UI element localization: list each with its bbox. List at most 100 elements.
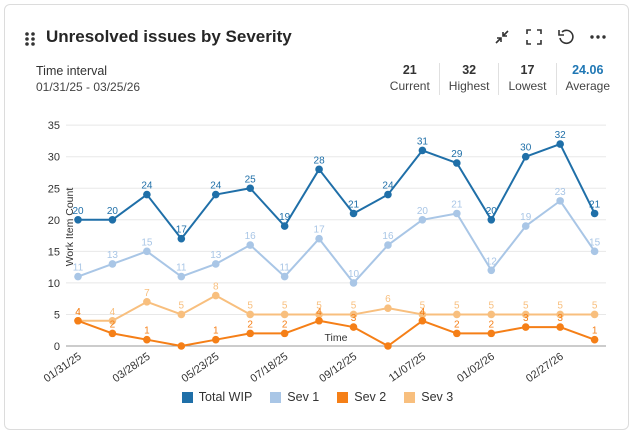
data-label-total-wip: 21 bbox=[348, 199, 360, 210]
data-label-total-wip: 20 bbox=[72, 206, 84, 217]
data-label-sev-3: 5 bbox=[282, 300, 288, 311]
legend-item-sev-3[interactable]: Sev 3 bbox=[404, 390, 453, 404]
legend-label: Total WIP bbox=[198, 390, 253, 404]
series-line-total-wip bbox=[78, 143, 596, 240]
stat-highest: 32 Highest bbox=[438, 63, 499, 95]
legend-label: Sev 1 bbox=[287, 390, 320, 404]
data-label-sev-3: 5 bbox=[420, 300, 426, 311]
data-point-sev-1 bbox=[177, 272, 186, 281]
y-tick-label: 15 bbox=[48, 246, 60, 258]
x-tick-label: 09/12/25 bbox=[317, 351, 359, 385]
data-point-sev-1 bbox=[487, 266, 496, 275]
data-label-sev-2: 2 bbox=[282, 319, 288, 330]
x-tick-label: 11/07/25 bbox=[387, 351, 428, 385]
data-point-total-wip bbox=[143, 190, 151, 199]
collapse-arrows-icon[interactable] bbox=[492, 27, 512, 47]
data-label-sev-1: 12 bbox=[486, 256, 498, 267]
data-label-sev-3: 6 bbox=[385, 294, 391, 305]
y-tick-label: 25 bbox=[48, 183, 60, 195]
y-tick-label: 30 bbox=[48, 152, 60, 164]
legend-swatch bbox=[337, 391, 349, 403]
y-tick-label: 0 bbox=[54, 341, 60, 353]
stat-label: Average bbox=[565, 79, 610, 93]
data-point-total-wip bbox=[590, 209, 599, 218]
stat-label: Current bbox=[389, 79, 430, 93]
x-tick-label: 07/18/25 bbox=[248, 351, 290, 385]
data-label-sev-3: 5 bbox=[351, 300, 357, 311]
time-interval-range[interactable]: 01/31/25 - 03/25/26 bbox=[36, 80, 141, 94]
data-label-sev-3: 5 bbox=[454, 300, 460, 311]
data-label-sev-3: 5 bbox=[523, 300, 529, 311]
data-point-sev-3 bbox=[521, 310, 530, 319]
data-point-sev-1 bbox=[521, 222, 530, 230]
data-point-total-wip bbox=[74, 216, 82, 224]
x-tick-label: 02/27/26 bbox=[524, 351, 566, 385]
data-point-sev-1 bbox=[453, 209, 461, 218]
data-point-sev-3 bbox=[315, 310, 323, 319]
data-label-total-wip: 20 bbox=[486, 206, 498, 217]
data-label-sev-2: 4 bbox=[316, 307, 322, 318]
data-point-sev-2 bbox=[384, 342, 392, 350]
legend-item-total-wip[interactable]: Total WIP bbox=[181, 390, 253, 404]
stat-label: Highest bbox=[448, 79, 490, 93]
data-point-sev-2 bbox=[556, 323, 564, 331]
data-point-sev-1 bbox=[143, 247, 151, 256]
data-label-total-wip: 21 bbox=[589, 199, 601, 210]
data-point-sev-3 bbox=[556, 310, 564, 319]
data-point-total-wip bbox=[556, 140, 564, 148]
x-tick-label: 05/23/25 bbox=[180, 351, 222, 385]
stat-value: 24.06 bbox=[572, 63, 604, 77]
stat-current: 21 Current bbox=[381, 63, 439, 95]
data-label-sev-2: 3 bbox=[557, 313, 563, 324]
data-point-sev-2 bbox=[211, 335, 220, 344]
data-point-sev-1 bbox=[280, 272, 289, 281]
data-point-sev-2 bbox=[143, 335, 151, 344]
x-tick-label: 01/31/25 bbox=[42, 351, 84, 385]
data-point-sev-2 bbox=[487, 329, 496, 338]
data-label-total-wip: 25 bbox=[245, 174, 257, 185]
data-label-total-wip: 24 bbox=[141, 181, 153, 192]
refresh-icon[interactable] bbox=[556, 27, 576, 47]
data-label-sev-2: 3 bbox=[523, 313, 529, 324]
data-label-sev-2: 2 bbox=[110, 319, 116, 330]
more-dots-icon[interactable] bbox=[588, 27, 608, 47]
fullscreen-icon[interactable] bbox=[524, 27, 544, 47]
x-tick-label: 01/02/26 bbox=[455, 351, 497, 385]
y-axis-title: Work Item Count bbox=[64, 188, 76, 267]
data-point-sev-3 bbox=[590, 310, 599, 319]
data-label-sev-3: 8 bbox=[213, 282, 219, 293]
data-point-sev-1 bbox=[211, 260, 220, 268]
data-label-sev-3: 7 bbox=[144, 288, 150, 299]
data-label-sev-2: 4 bbox=[75, 307, 81, 318]
data-point-sev-1 bbox=[418, 216, 427, 224]
stat-value: 32 bbox=[462, 63, 477, 77]
data-label-total-wip: 24 bbox=[382, 181, 394, 192]
legend-item-sev-1[interactable]: Sev 1 bbox=[270, 390, 319, 404]
data-label-total-wip: 29 bbox=[451, 149, 463, 160]
data-point-sev-2 bbox=[108, 329, 117, 338]
data-label-sev-2: 1 bbox=[213, 326, 219, 337]
data-point-total-wip bbox=[349, 209, 358, 218]
data-label-sev-1: 15 bbox=[589, 237, 601, 248]
legend-item-sev-2[interactable]: Sev 2 bbox=[337, 390, 386, 404]
dashboard-card bbox=[4, 4, 629, 430]
data-point-sev-3 bbox=[487, 310, 496, 319]
data-label-total-wip: 28 bbox=[314, 155, 326, 166]
y-tick-label: 5 bbox=[54, 309, 60, 321]
data-label-sev-1: 19 bbox=[520, 212, 532, 223]
stat-value: 17 bbox=[520, 63, 535, 77]
data-point-sev-1 bbox=[108, 260, 117, 268]
legend-label: Sev 3 bbox=[421, 390, 454, 404]
data-point-total-wip bbox=[246, 184, 254, 193]
data-label-sev-1: 15 bbox=[141, 237, 153, 248]
data-point-sev-2 bbox=[418, 316, 427, 325]
drag-dots-icon[interactable] bbox=[24, 31, 36, 47]
data-label-sev-3: 5 bbox=[488, 300, 494, 311]
data-point-total-wip bbox=[418, 146, 427, 155]
stat-label: Lowest bbox=[508, 79, 547, 93]
data-point-sev-3 bbox=[143, 298, 151, 306]
data-label-sev-2: 1 bbox=[144, 326, 150, 337]
data-label-total-wip: 30 bbox=[520, 143, 532, 154]
data-point-sev-3 bbox=[108, 316, 117, 325]
data-point-total-wip bbox=[384, 190, 392, 199]
